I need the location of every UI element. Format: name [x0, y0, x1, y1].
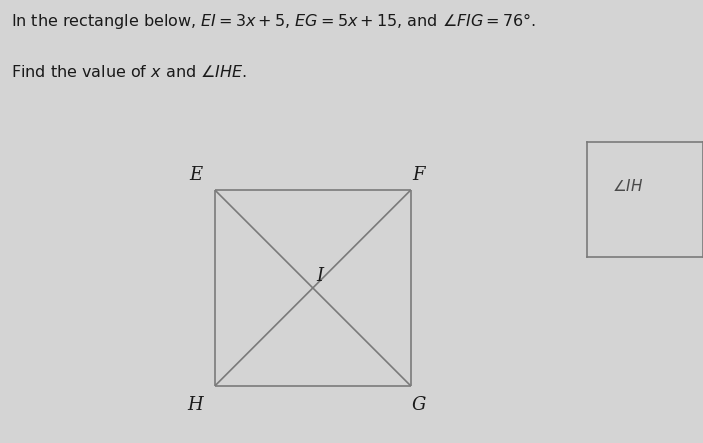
Text: In the rectangle below, $EI=3x+5$, $EG=5x+15$, and $\angle FIG=76\degree$.: In the rectangle below, $EI=3x+5$, $EG=5… [11, 11, 536, 31]
Text: I: I [316, 267, 323, 285]
Text: E: E [189, 166, 202, 183]
Text: G: G [411, 396, 425, 414]
Text: Find the value of $x$ and $\angle IHE$.: Find the value of $x$ and $\angle IHE$. [11, 64, 247, 80]
Text: $\angle IH$: $\angle IH$ [612, 178, 643, 194]
Text: H: H [188, 396, 203, 414]
Text: F: F [412, 166, 425, 183]
